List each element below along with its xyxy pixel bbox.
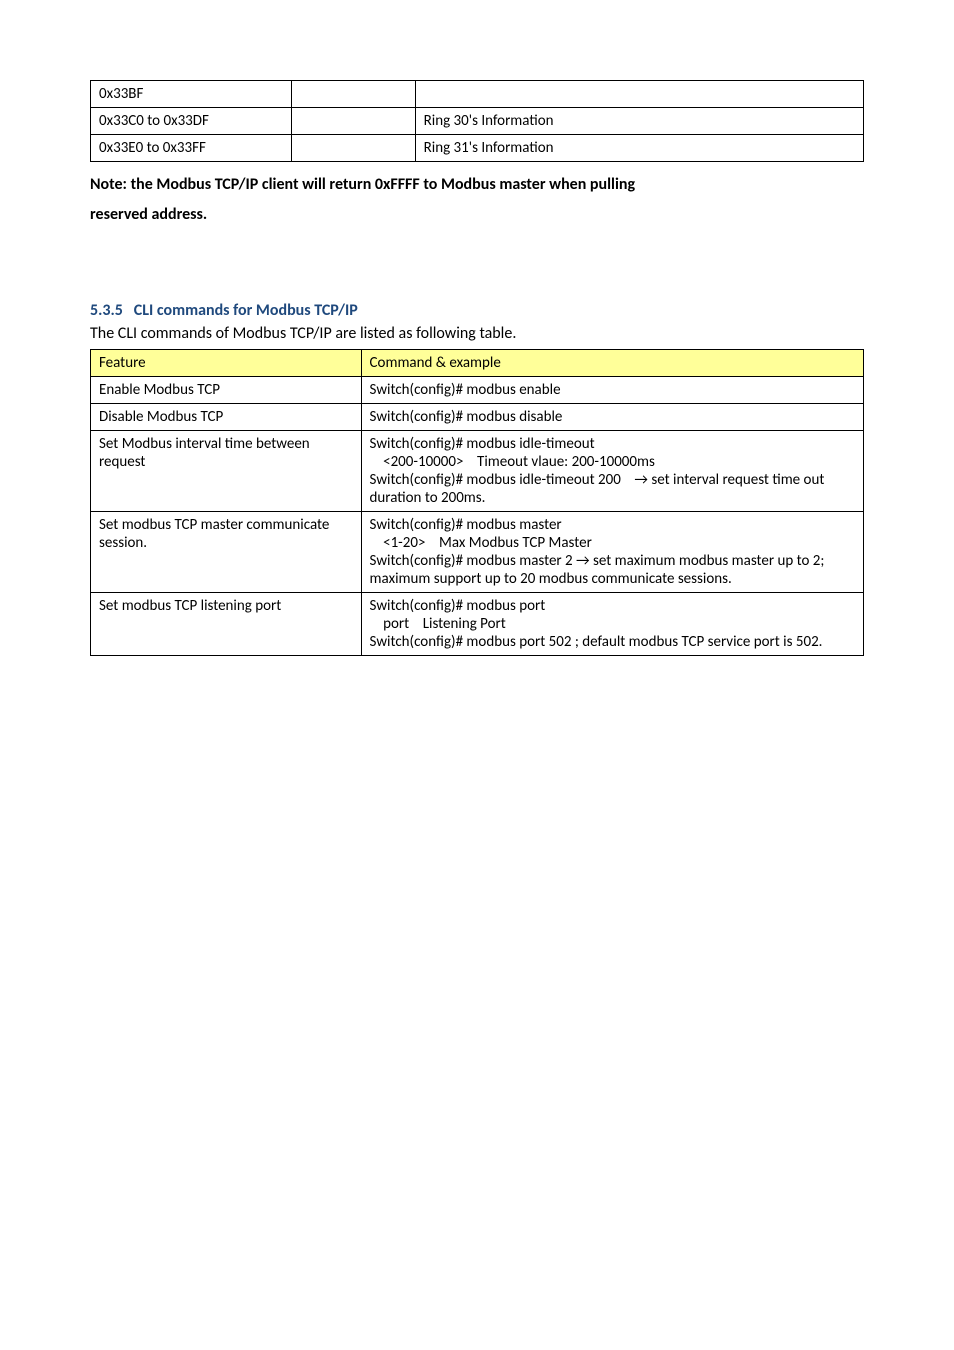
note-paragraph: Note: the Modbus TCP/IP client will retu… — [90, 170, 864, 231]
table-row: 0x33BF — [91, 81, 864, 108]
cell-feature: Set modbus TCP master communicate sessio… — [91, 511, 362, 592]
note-line1: Note: the Modbus TCP/IP client will retu… — [90, 175, 635, 194]
section-title: CLI commands for Modbus TCP/IP — [134, 301, 358, 320]
table-row: Enable Modbus TCP Switch(config)# modbus… — [91, 376, 864, 403]
cell-empty — [291, 108, 415, 135]
cell-address: 0x33C0 to 0x33DF — [91, 108, 292, 135]
section-heading: 5.3.5 CLI commands for Modbus TCP/IP — [90, 301, 864, 320]
cell-feature: Disable Modbus TCP — [91, 403, 362, 430]
table-header-row: Feature Command & example — [91, 349, 864, 376]
cell-empty — [291, 135, 415, 162]
cell-address: 0x33E0 to 0x33FF — [91, 135, 292, 162]
cell-feature: Enable Modbus TCP — [91, 376, 362, 403]
cell-feature: Set modbus TCP listening port — [91, 592, 362, 655]
table-row: 0x33E0 to 0x33FF Ring 31's Information — [91, 135, 864, 162]
note-line2: reserved address. — [90, 205, 207, 224]
cmd-line: Switch(config)# modbus master 2 → set ma… — [370, 552, 825, 588]
cell-command: Switch(config)# modbus disable — [361, 403, 863, 430]
cmd-line: Switch(config)# modbus idle-timeout 200 … — [370, 471, 825, 507]
header-feature: Feature — [91, 349, 362, 376]
cell-desc: Ring 31's Information — [415, 135, 863, 162]
cmd-line: Switch(config)# modbus port — [370, 597, 546, 615]
cell-empty — [291, 81, 415, 108]
header-command: Command & example — [361, 349, 863, 376]
table-row: 0x33C0 to 0x33DF Ring 30's Information — [91, 108, 864, 135]
cmd-line: <200-10000> Timeout vlaue: 200-10000ms — [370, 453, 655, 471]
cell-command: Switch(config)# modbus idle-timeout <200… — [361, 430, 863, 511]
table-row: Set modbus TCP listening port Switch(con… — [91, 592, 864, 655]
table-row: Set modbus TCP master communicate sessio… — [91, 511, 864, 592]
cmd-line: Switch(config)# modbus port 502 ; defaul… — [370, 633, 823, 651]
table-row: Disable Modbus TCP Switch(config)# modbu… — [91, 403, 864, 430]
cell-command: Switch(config)# modbus master <1-20> Max… — [361, 511, 863, 592]
cli-commands-table: Feature Command & example Enable Modbus … — [90, 349, 864, 656]
section-number: 5.3.5 — [90, 301, 123, 320]
table-row: Set Modbus interval time between request… — [91, 430, 864, 511]
cmd-line: port Listening Port — [370, 615, 506, 633]
cell-command: Switch(config)# modbus port port Listeni… — [361, 592, 863, 655]
cmd-line: <1-20> Max Modbus TCP Master — [370, 534, 592, 552]
cell-feature: Set Modbus interval time between request — [91, 430, 362, 511]
cell-desc — [415, 81, 863, 108]
cell-command: Switch(config)# modbus enable — [361, 376, 863, 403]
address-table: 0x33BF 0x33C0 to 0x33DF Ring 30's Inform… — [90, 80, 864, 162]
cmd-line: Switch(config)# modbus master — [370, 516, 562, 534]
section-intro: The CLI commands of Modbus TCP/IP are li… — [90, 324, 864, 343]
cell-address: 0x33BF — [91, 81, 292, 108]
cell-desc: Ring 30's Information — [415, 108, 863, 135]
cmd-line: Switch(config)# modbus idle-timeout — [370, 435, 595, 453]
